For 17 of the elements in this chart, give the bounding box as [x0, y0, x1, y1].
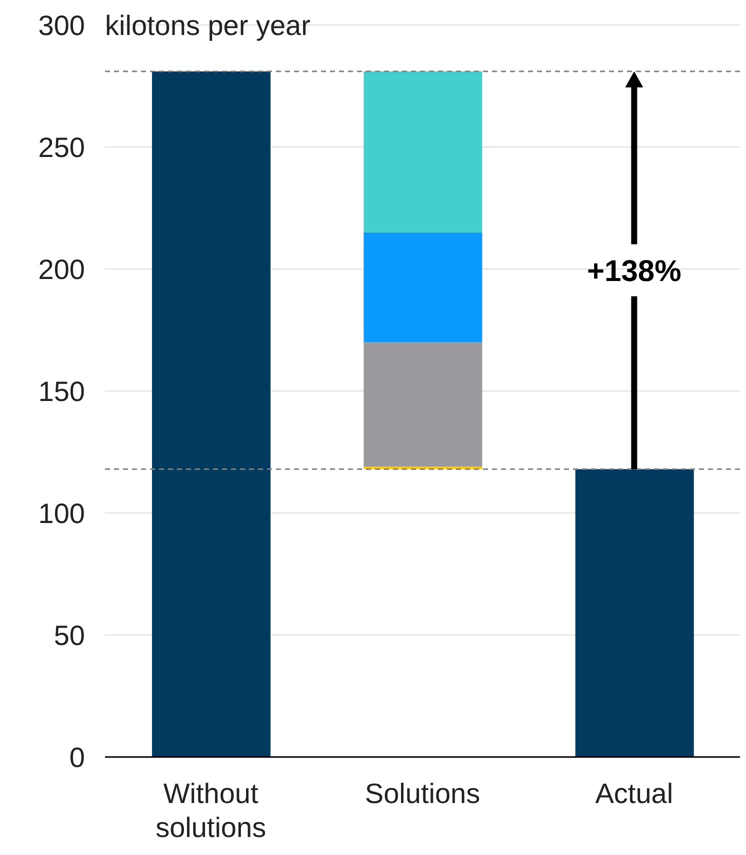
x-tick-label: Without solutions: [156, 778, 266, 843]
bar: [152, 71, 271, 757]
y-tick-label: 250: [38, 132, 85, 163]
annotation: +138%: [587, 255, 682, 288]
bar: [575, 469, 694, 757]
x-tick-label: Actual: [595, 778, 674, 809]
y-tick-label: 150: [38, 376, 85, 407]
y-tick-label: 300: [38, 10, 85, 41]
y-tick-label: 0: [69, 742, 85, 773]
x-tick-label: Solutions: [364, 778, 480, 809]
bar: [364, 71, 482, 232]
bar: [364, 342, 482, 467]
y-tick-label: 50: [54, 620, 85, 651]
y-tick-label: 100: [38, 498, 85, 529]
bar: [364, 232, 482, 342]
y-tick-label: 200: [38, 254, 85, 285]
y-axis-title: kilotons per year: [105, 10, 310, 41]
